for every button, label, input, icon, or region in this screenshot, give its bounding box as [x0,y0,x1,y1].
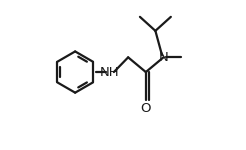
Text: NH: NH [100,66,120,79]
Text: O: O [140,102,151,114]
Text: N: N [159,51,168,64]
